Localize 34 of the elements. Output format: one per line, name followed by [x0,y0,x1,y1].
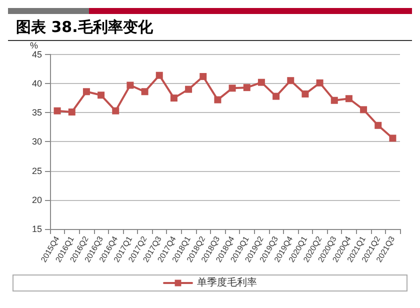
y-tick-label: 45 [32,49,42,60]
point [302,90,309,98]
y-tick-label: 25 [32,166,42,176]
point [82,88,90,96]
point [287,77,294,84]
point [126,82,134,89]
point [185,86,192,93]
point [98,92,105,99]
y-tick-label: 15 [32,224,42,234]
point [389,134,396,142]
chart-title: 图表 38.毛利率变化 [8,14,412,41]
point [170,94,178,102]
point [374,122,382,129]
y-tick-label: 30 [32,136,42,147]
point [214,96,222,104]
y-axis-title: % [30,40,38,50]
point [316,79,324,86]
point [345,95,352,102]
point [156,72,163,79]
point [228,84,236,92]
y-tick-label: 40 [32,78,42,88]
point [68,108,76,116]
y-tick-label: 20 [32,194,42,205]
point [54,107,61,114]
point [258,78,265,86]
point [360,106,368,114]
point [200,73,207,80]
point [272,92,280,100]
point [112,107,120,114]
point [141,88,148,96]
legend-label: 单季度毛利率 [197,276,257,288]
point [330,96,338,104]
y-tick-label: 35 [32,108,42,118]
point [243,84,250,92]
